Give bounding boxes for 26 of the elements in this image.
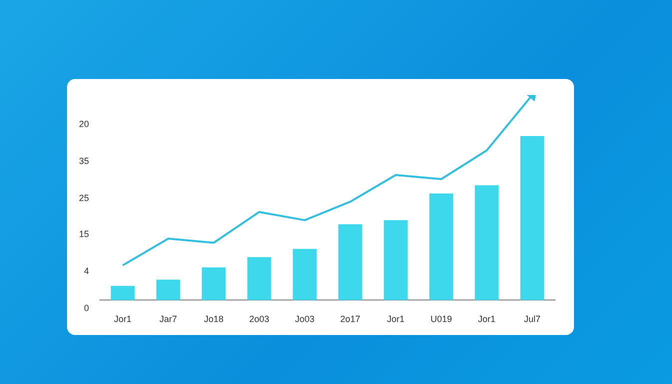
bar [474,185,499,300]
bar [156,280,180,300]
bar [110,286,135,300]
x-tick-label: 2o03 [249,314,270,324]
text: 35 [78,156,89,166]
x-tick-label: 2o17 [340,314,360,324]
x-tick-label: Jor1 [478,314,496,324]
x-tick-label: Jar7 [159,314,178,324]
bar [292,248,317,300]
text: 0 [84,302,89,313]
text: 15 [78,229,89,240]
text: 4 [84,266,89,276]
bar [384,220,408,300]
x-tick-label: U019 [430,314,452,324]
x-tick-label: Jor1 [114,314,132,324]
x-tick-label: Jor1 [386,314,405,324]
text: 25 [78,192,89,203]
x-tick-label: Jo18 [204,314,224,324]
bar [338,224,362,300]
bar [202,267,226,300]
bar [429,193,454,300]
x-tick-label: Jo03 [294,314,315,324]
bar [520,136,544,300]
bar [247,257,272,300]
x-tick-label: Jul7 [524,314,541,324]
text: 20 [78,119,89,129]
